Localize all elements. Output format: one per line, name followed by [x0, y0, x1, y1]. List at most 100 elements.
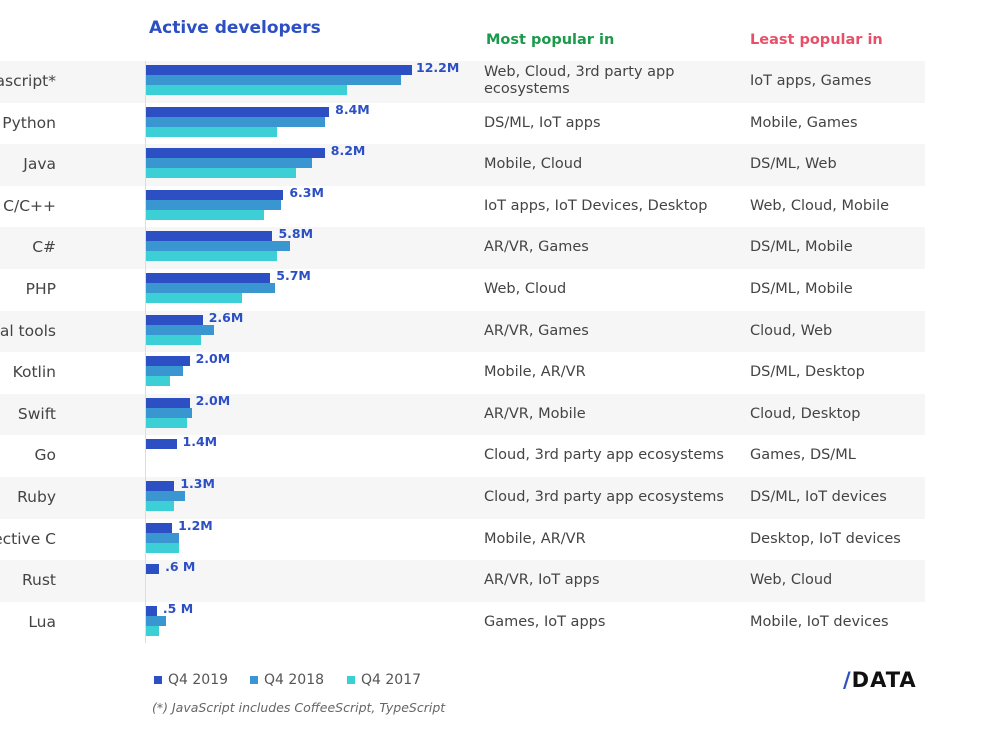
most-popular-cell: Mobile, AR/VR	[484, 364, 586, 381]
bar-q4-2017	[146, 168, 297, 179]
most-popular-cell: Mobile, Cloud	[484, 156, 583, 173]
bar-q4-2018	[146, 283, 275, 293]
category-label: C/C++	[3, 196, 56, 215]
bar-q4-2017	[146, 126, 277, 137]
table-row: Rust .6 M AR/VR, IoT apps Web, Cloud	[0, 559, 925, 602]
least-popular-cell: IoT apps, Games	[750, 73, 872, 89]
table-row: Kotlin 2.0M Mobile, AR/VR DS/ML, Desktop	[0, 351, 925, 394]
table-row: Visual tools 2.6M AR/VR, Games Cloud, Web	[0, 309, 925, 353]
least-popular-cell: DS/ML, Mobile	[750, 239, 853, 256]
least-popular-cell: Mobile, IoT devices	[750, 613, 889, 630]
category-label: Lua	[28, 612, 56, 631]
least-popular-cell: DS/ML, Desktop	[750, 364, 865, 381]
y-axis-line	[145, 61, 146, 643]
least-popular-header: Least popular in	[750, 32, 883, 48]
bar-q4-2018	[146, 407, 192, 418]
legend-label: Q4 2018	[264, 672, 325, 688]
bar-q4-2017	[146, 251, 277, 262]
most-popular-cell: Cloud, 3rd party app ecosystems	[484, 447, 724, 464]
most-popular-cell: AR/VR, Games	[484, 322, 589, 339]
category-label: C#	[32, 238, 56, 257]
category-label: Swift	[17, 404, 56, 423]
bar-q4-2017	[146, 542, 179, 553]
bar-q4-2017	[146, 376, 170, 387]
bar-q4-2018	[146, 491, 186, 501]
data-label: 1.3M	[180, 476, 215, 491]
least-popular-cell: Web, Cloud, Mobile	[750, 197, 890, 214]
category-label: PHP	[25, 280, 56, 298]
table-row: Swift 2.0M AR/VR, Mobile Cloud, Desktop	[0, 392, 925, 436]
most-popular-cell: DS/ML, IoT apps	[484, 114, 601, 131]
data-label: 8.4M	[335, 101, 370, 117]
most-popular-cell: IoT apps, IoT Devices, Desktop	[484, 197, 708, 214]
least-popular-cell: DS/ML, IoT devices	[750, 489, 887, 505]
bar-q4-2018	[146, 324, 214, 335]
category-label: Go	[34, 446, 57, 465]
category-label: Rust	[21, 571, 56, 590]
most-popular-cell: Games, IoT apps	[484, 613, 606, 630]
category-label: Objective C	[0, 529, 56, 548]
table-row: PHP 5.7M Web, Cloud DS/ML, Mobile	[0, 268, 925, 311]
least-popular-cell: Cloud, Web	[750, 322, 833, 339]
bar-q4-2018	[146, 199, 282, 210]
most-popular-cell: Mobile, AR/VR	[484, 530, 586, 547]
least-popular-cell: Desktop, IoT devices	[750, 530, 901, 547]
bar-q4-2019	[146, 273, 271, 283]
data-label: .6 M	[165, 559, 196, 575]
most-popular-cell: AR/VR, Games	[484, 239, 589, 256]
data-label: 2.6M	[208, 309, 244, 325]
data-label: 5.8M	[278, 226, 314, 242]
bar-q4-2019	[146, 231, 273, 242]
legend-label: Q4 2017	[361, 672, 422, 688]
bar-q4-2019	[146, 356, 190, 367]
bar-q4-2019	[146, 314, 203, 325]
category-label: Javascript*	[0, 72, 56, 90]
legend-item-2019: Q4 2019	[154, 672, 228, 688]
bar-q4-2019	[146, 439, 177, 450]
bar-q4-2019	[146, 481, 175, 491]
footnote: (*) JavaScript includes CoffeeScript, Ty…	[152, 700, 446, 715]
legend-item-2018: Q4 2018	[250, 672, 324, 688]
bar-q4-2019	[146, 522, 173, 533]
data-label: 2.0M	[195, 392, 231, 408]
data-label: 1.2M	[178, 517, 213, 533]
bar-q4-2019	[146, 148, 325, 159]
data-label: 6.3M	[289, 184, 324, 200]
bar-q4-2018	[146, 158, 312, 169]
bar-q4-2018	[146, 532, 179, 543]
table-row: C# 5.8M AR/VR, Games DS/ML, Mobile	[0, 226, 925, 269]
table-row: Go 1.4M Cloud, 3rd party app ecosystems Gam…	[0, 434, 925, 477]
category-label: Kotlin	[12, 363, 56, 382]
bar-q4-2019	[146, 605, 157, 616]
bar-q4-2017	[146, 209, 264, 220]
bar-q4-2019	[146, 564, 160, 575]
table-row: Javascript* 12.2M Web, Cloud, 3rd party ap…	[0, 60, 925, 103]
bar-q4-2017	[146, 501, 175, 511]
bar-q4-2018	[146, 241, 290, 252]
legend-label: Q4 2019	[168, 672, 229, 688]
data-label: 5.7M	[276, 268, 311, 283]
category-label: Python	[2, 113, 56, 132]
legend-swatch	[347, 676, 355, 684]
least-popular-cell: DS/ML, Mobile	[750, 281, 853, 297]
least-popular-cell: Games, DS/ML	[750, 447, 856, 464]
least-popular-cell: DS/ML, Web	[750, 156, 837, 173]
most-popular-cell: Web, Cloud, 3rd party app ecosystems	[484, 64, 675, 97]
table-row: Python 8.4M DS/ML, IoT apps Mobile, Games	[0, 101, 925, 145]
table-row: Java 8.2M Mobile, Cloud DS/ML, Web	[0, 143, 925, 186]
least-popular-cell: Web, Cloud	[750, 572, 833, 589]
chart-title: Active developers	[149, 18, 321, 38]
legend-swatch	[154, 676, 162, 684]
table-row: Objective C 1.2M Mobile, AR/VR Desktop, IoT…	[0, 517, 925, 561]
data-logo: /DATA	[843, 668, 917, 692]
most-popular-cell: AR/VR, Mobile	[484, 405, 586, 422]
category-label: Java	[23, 155, 56, 174]
most-popular-header: Most popular in	[486, 32, 615, 48]
data-label: 12.2M	[416, 60, 460, 75]
bar-q4-2018	[146, 75, 402, 85]
data-label: 2.0M	[195, 351, 231, 367]
bar-q4-2018	[146, 615, 166, 626]
bar-q4-2017	[146, 293, 242, 303]
category-label: Visual tools	[0, 321, 56, 340]
